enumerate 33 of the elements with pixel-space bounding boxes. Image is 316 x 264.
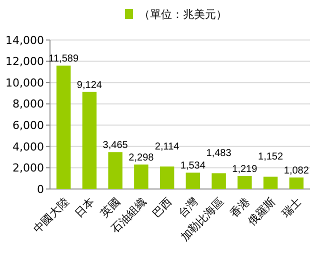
bar bbox=[82, 92, 97, 189]
text: 1,152 bbox=[258, 152, 284, 163]
bar bbox=[212, 173, 226, 189]
text: 2,298 bbox=[128, 152, 154, 164]
y-tick-label: 2,000 bbox=[12, 162, 44, 175]
x-tick-label: 日本 bbox=[72, 195, 98, 220]
text: 3,465 bbox=[102, 140, 128, 152]
bar bbox=[289, 177, 304, 189]
y-tick-label: 0 bbox=[37, 182, 44, 196]
y-tick-label: 8,000 bbox=[12, 98, 44, 111]
text: 1,082 bbox=[284, 165, 309, 176]
text: 1,219 bbox=[232, 164, 258, 176]
bar bbox=[238, 176, 252, 189]
text: 11,589 bbox=[48, 54, 79, 65]
bar bbox=[134, 164, 148, 189]
legend-label: （單位：兆美元） bbox=[139, 8, 227, 21]
y-tick-label: 10,000 bbox=[6, 76, 44, 90]
bar bbox=[108, 152, 122, 189]
bar bbox=[160, 166, 174, 189]
text: 1,534 bbox=[180, 160, 206, 172]
y-tick-label: 12,000 bbox=[6, 55, 44, 68]
y-tick-label: 4,000 bbox=[12, 140, 44, 154]
x-tick-label: 瑞士 bbox=[279, 195, 304, 220]
text: 9,124 bbox=[76, 80, 102, 91]
y-tick-label: 14,000 bbox=[6, 34, 44, 47]
y-tick-label: 6,000 bbox=[12, 118, 44, 132]
x-tick-label: 巴西 bbox=[150, 195, 175, 220]
x-tick-label: 中國大陸 bbox=[30, 195, 72, 236]
bar bbox=[56, 66, 71, 189]
text: 2,114 bbox=[154, 142, 180, 152]
bar bbox=[263, 176, 278, 189]
text: 1,483 bbox=[206, 148, 232, 160]
bar bbox=[186, 172, 200, 189]
